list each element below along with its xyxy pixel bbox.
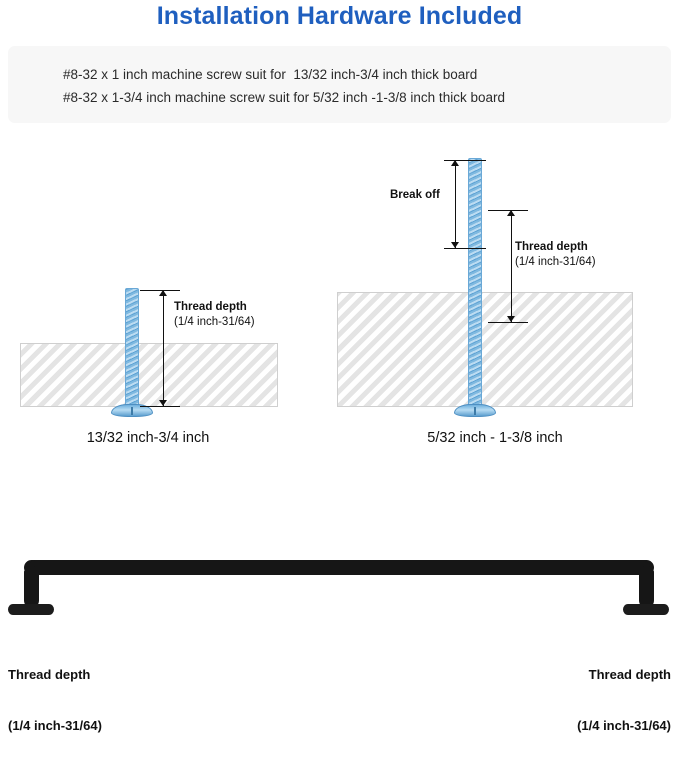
board-thick: [337, 292, 633, 407]
screw-diagram: Thread depth (1/4 inch-31/64) 13/32 inch…: [0, 130, 679, 460]
page-title: Installation Hardware Included: [156, 2, 523, 30]
spec-line-1: #8-32 x 1 inch machine screw suit for 13…: [63, 67, 478, 82]
left-dim-tick-bottom: [140, 406, 180, 407]
left-caption: 13/32 inch-3/4 inch: [86, 430, 210, 446]
right-dim-tick-top: [488, 210, 528, 211]
handle-base-right: [623, 604, 669, 615]
handle-post-right: [639, 566, 654, 608]
handle-right-note-line-2: (1/4 inch-31/64): [577, 718, 671, 733]
board-thin: [20, 343, 278, 407]
handle-right-note-line-1: Thread depth: [588, 667, 671, 682]
handle-post-left: [24, 566, 39, 608]
right-dim-tick-bottom: [488, 322, 528, 323]
handle-bar: [24, 560, 654, 575]
left-dim-arrow-up: [159, 290, 167, 296]
break-off-label: Break off: [390, 189, 440, 201]
left-thread-depth-label-2: (1/4 inch-31/64): [174, 316, 255, 328]
screw-slot: [474, 407, 476, 415]
handle-left-note-line-1: Thread depth: [8, 667, 91, 682]
left-dim-tick-top: [140, 290, 180, 291]
right-thread-depth-label-1: Thread depth: [515, 241, 588, 253]
screw-head: [454, 404, 496, 417]
left-dim-arrow-down: [159, 400, 167, 406]
right-thread-depth-label-2: (1/4 inch-31/64): [515, 256, 596, 268]
handle-left-note: Thread depth (1/4 inch-31/64): [8, 632, 102, 768]
screw-slot: [131, 407, 133, 415]
screw-shank: [468, 158, 482, 406]
left-thread-depth-label-1: Thread depth: [174, 301, 247, 313]
breakoff-arrow-down: [451, 242, 459, 248]
cabinet-handle: Thread depth (1/4 inch-31/64) Thread dep…: [0, 500, 679, 733]
spec-panel: #8-32 x 1 inch machine screw suit for 13…: [8, 46, 671, 123]
breakoff-dim-line: [455, 160, 456, 248]
handle-left-note-line-2: (1/4 inch-31/64): [8, 718, 102, 733]
spec-line-2: #8-32 x 1-3/4 inch machine screw suit fo…: [63, 90, 505, 105]
left-dim-line: [163, 290, 164, 406]
breakoff-arrow-up: [451, 160, 459, 166]
handle-base-left: [8, 604, 54, 615]
right-dim-line: [511, 210, 512, 322]
screw-head: [111, 404, 153, 417]
screw-shank: [125, 288, 139, 406]
right-dim-arrow-up: [507, 210, 515, 216]
handle-right-note: Thread depth (1/4 inch-31/64): [540, 632, 671, 768]
product-infographic: Installation Hardware Included #8-32 x 1…: [0, 2, 679, 733]
right-caption: 5/32 inch - 1-3/8 inch: [427, 430, 563, 446]
breakoff-tick-top: [444, 160, 486, 161]
breakoff-tick-bottom: [444, 248, 486, 249]
right-dim-arrow-down: [507, 316, 515, 322]
